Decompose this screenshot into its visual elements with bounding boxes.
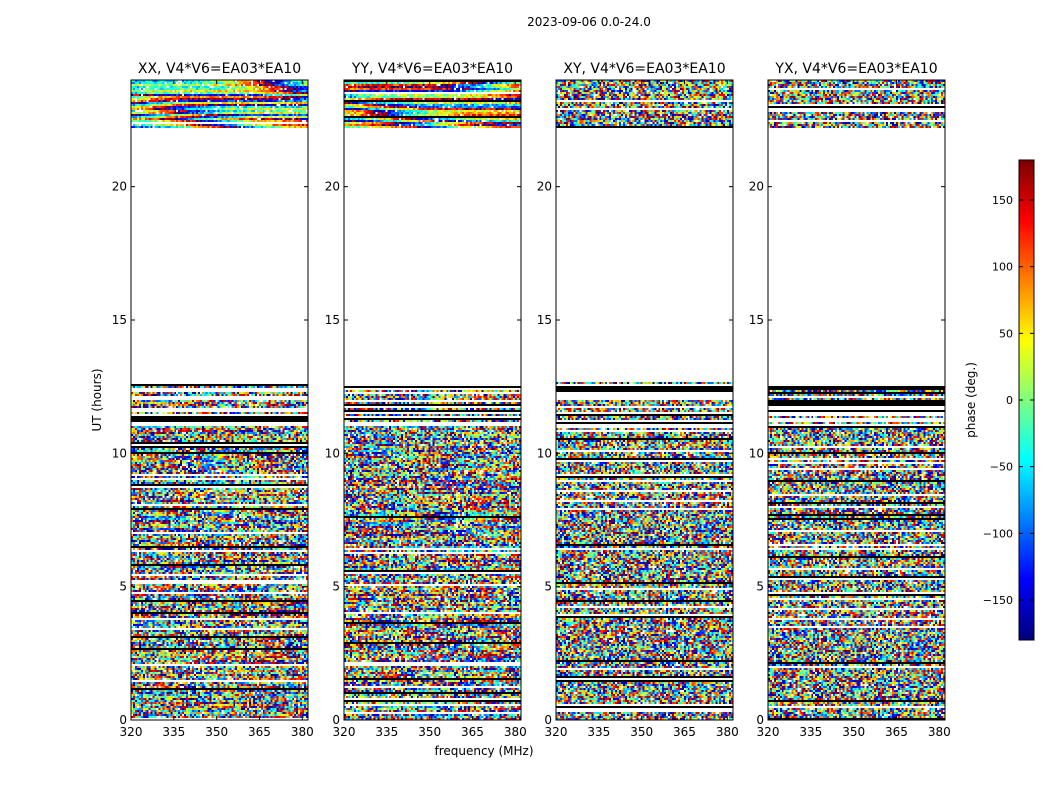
x-tick-label: 335: [162, 725, 185, 739]
colorbar-tick-label: −150: [983, 594, 1013, 607]
colorbar-tick-label: 50: [999, 327, 1013, 340]
x-tick-label: 380: [716, 725, 739, 739]
phase-heatmap-xx: [131, 80, 308, 720]
x-tick-label: 350: [418, 725, 441, 739]
y-tick-label: 15: [537, 313, 552, 327]
x-tick-label: 365: [461, 725, 484, 739]
y-tick-label: 0: [119, 713, 127, 727]
panel-yy: YY, V4*V6=EA03*EA10 320 335 350 365 380 0 5 10 15…: [325, 61, 527, 739]
y-tick-label: 0: [756, 713, 764, 727]
x-tick-label: 335: [799, 725, 822, 739]
y-tick-label: 5: [544, 580, 552, 594]
colorbar-tick-label: 100: [992, 261, 1013, 274]
x-tick-label: 335: [375, 725, 398, 739]
y-tick-label: 5: [756, 580, 764, 594]
axes-frame: [767, 79, 946, 721]
x-tick-label: 320: [757, 725, 780, 739]
axes-frame: [555, 79, 734, 721]
x-tick-label: 380: [928, 725, 951, 739]
panel-title: YX, V4*V6=EA03*EA10: [774, 61, 937, 77]
colorbar-tick-label: 0: [1006, 394, 1013, 407]
figure-title: 2023-09-06 0.0-24.0: [527, 15, 651, 29]
y-tick-label: 20: [537, 180, 552, 194]
phase-heatmap-yy: [344, 80, 521, 720]
x-tick-label: 380: [291, 725, 314, 739]
y-axis-label: UT (hours): [90, 368, 104, 431]
x-tick-label: 380: [504, 725, 527, 739]
x-tick-label: 365: [248, 725, 271, 739]
x-tick-label: 365: [885, 725, 908, 739]
x-tick-label: 320: [333, 725, 356, 739]
axes-frame: [130, 79, 309, 721]
panel-title: YY, V4*V6=EA03*EA10: [351, 61, 513, 77]
y-tick-label: 10: [537, 446, 552, 460]
y-tick-label: 0: [544, 713, 552, 727]
y-tick-label: 10: [112, 446, 127, 460]
y-tick-label: 20: [325, 180, 340, 194]
y-tick-label: 15: [749, 313, 764, 327]
y-tick-label: 15: [325, 313, 340, 327]
phase-heatmap-yx: [768, 80, 945, 720]
colorbar-gradient: [1019, 160, 1034, 640]
x-tick-label: 320: [120, 725, 143, 739]
x-tick-label: 350: [842, 725, 865, 739]
colorbar: 150 100 50 0 −50 −100 −150: [983, 159, 1035, 641]
x-tick-label: 350: [205, 725, 228, 739]
colorbar-tick-label: −50: [990, 461, 1013, 474]
panel-title: XX, V4*V6=EA03*EA10: [138, 61, 301, 77]
y-tick-label: 5: [119, 580, 127, 594]
y-tick-label: 5: [332, 580, 340, 594]
phase-heatmap-xy: [556, 80, 733, 720]
x-tick-label: 350: [630, 725, 653, 739]
panel-title: XY, V4*V6=EA03*EA10: [563, 61, 725, 77]
axes-frame: [343, 79, 522, 721]
y-tick-label: 15: [112, 313, 127, 327]
colorbar-label: phase (deg.): [964, 362, 978, 438]
y-tick-label: 10: [325, 446, 340, 460]
y-tick-label: 20: [112, 180, 127, 194]
x-tick-label: 335: [587, 725, 610, 739]
y-tick-label: 0: [332, 713, 340, 727]
y-tick-label: 20: [749, 180, 764, 194]
panel-xy: XY, V4*V6=EA03*EA10 320 335 350 365 380 0 5 10 15…: [537, 61, 739, 739]
panel-xx: XX, V4*V6=EA03*EA10 320 335 350 365 380 0 5 10 15…: [112, 61, 314, 739]
y-tick-label: 10: [749, 446, 764, 460]
colorbar-tick-label: −100: [983, 527, 1013, 540]
panel-yx: YX, V4*V6=EA03*EA10 320 335 350 365 380 0 5 10 15…: [749, 61, 951, 739]
colorbar-tick-label: 150: [992, 194, 1013, 207]
x-tick-label: 365: [673, 725, 696, 739]
x-tick-label: 320: [545, 725, 568, 739]
x-axis-label: frequency (MHz): [434, 744, 533, 758]
panels-group: XX, V4*V6=EA03*EA10 320 335 350 365 380 0 5 10 15…: [112, 61, 951, 739]
